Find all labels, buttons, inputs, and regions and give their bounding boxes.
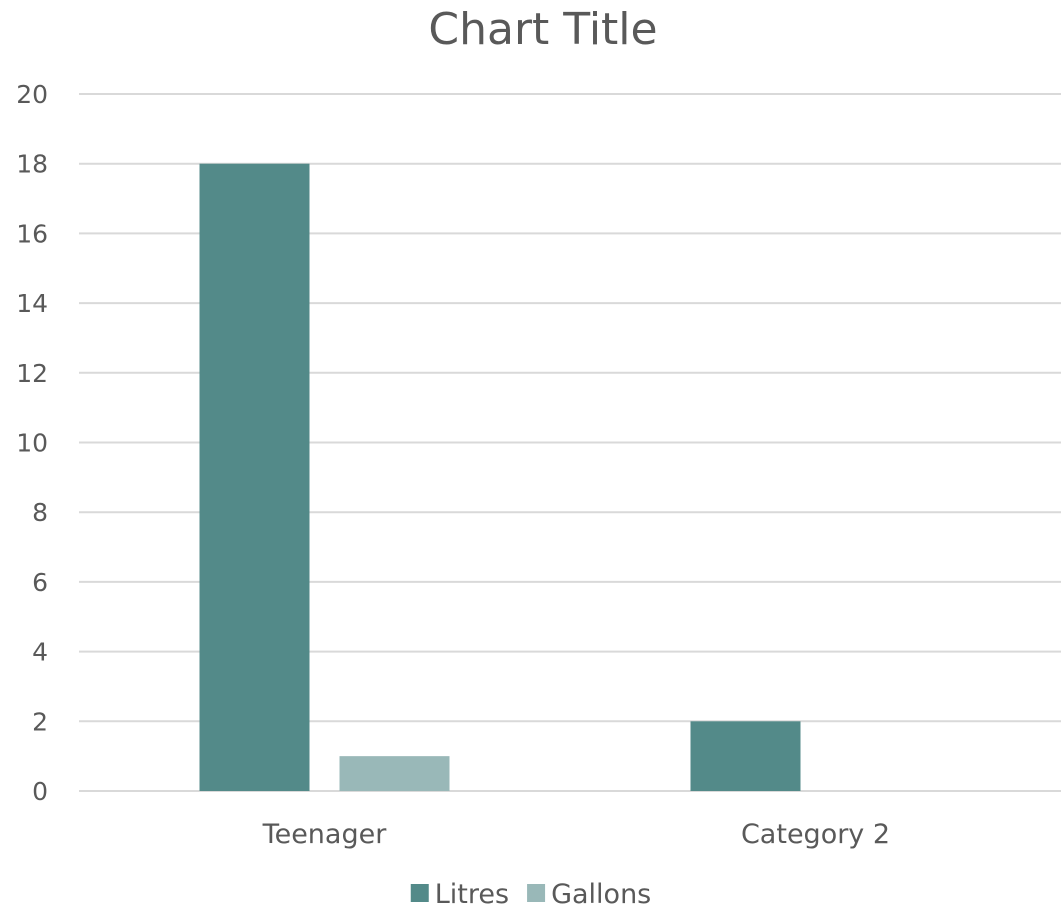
bar-litres-teenager bbox=[199, 163, 310, 791]
y-tick-label-6: 6 bbox=[32, 568, 48, 597]
y-tick-label-12: 12 bbox=[16, 359, 48, 388]
legend-swatch-litres bbox=[410, 884, 429, 902]
y-tick-label-10: 10 bbox=[16, 429, 48, 458]
y-tick-label-8: 8 bbox=[32, 498, 48, 527]
y-tick-label-0: 0 bbox=[32, 777, 48, 806]
y-tick-label-18: 18 bbox=[16, 150, 48, 179]
chart-title: Chart Title bbox=[428, 4, 657, 55]
legend-label-gallons: Gallons bbox=[551, 879, 651, 910]
legend-label-litres: Litres bbox=[435, 879, 509, 910]
bars bbox=[199, 163, 801, 791]
legend: Litres Gallons bbox=[410, 879, 651, 910]
y-tick-label-20: 20 bbox=[16, 80, 48, 109]
x-category-label-2: Category 2 bbox=[741, 819, 890, 850]
x-category-label-1: Teenager bbox=[262, 819, 388, 850]
bar-litres-category-2 bbox=[690, 721, 801, 791]
bar-gallons-teenager bbox=[339, 756, 450, 791]
legend-swatch-gallons bbox=[527, 884, 546, 902]
y-tick-label-4: 4 bbox=[32, 638, 48, 667]
x-axis-category-labels: Teenager Category 2 bbox=[262, 819, 890, 850]
y-tick-label-16: 16 bbox=[16, 219, 48, 248]
y-axis-tick-labels: 0 2 4 6 8 10 12 14 16 18 20 bbox=[16, 80, 48, 806]
y-tick-label-2: 2 bbox=[32, 707, 48, 736]
y-tick-label-14: 14 bbox=[16, 289, 48, 318]
